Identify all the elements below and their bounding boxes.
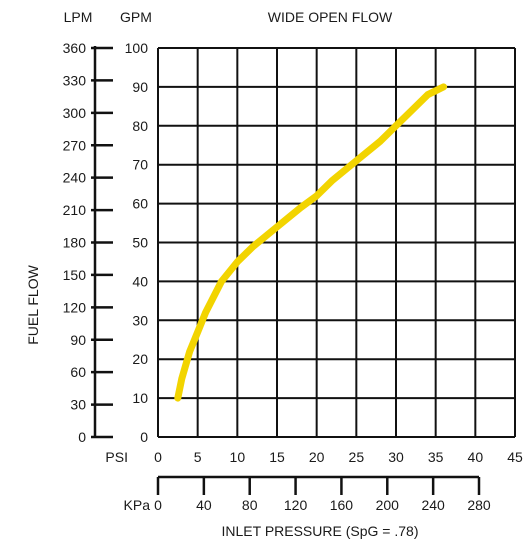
- lpm-tick-label: 300: [63, 105, 87, 121]
- lpm-tick-label: 210: [63, 202, 87, 218]
- gpm-tick-label: 0: [140, 429, 148, 445]
- kpa-tick-label: 160: [330, 497, 354, 513]
- fuel-flow-series-line: [174, 83, 448, 402]
- lpm-axis-label: LPM: [64, 9, 93, 25]
- kpa-tick-label: 0: [154, 497, 162, 513]
- kpa-tick-label: 200: [376, 497, 400, 513]
- kpa-tick-label: 280: [467, 497, 491, 513]
- gpm-tick-label: 90: [132, 79, 148, 95]
- lpm-tick-label: 30: [70, 397, 86, 413]
- gpm-tick-label: 30: [132, 312, 148, 328]
- gpm-tick-label: 50: [132, 235, 148, 251]
- lpm-tick-label: 330: [63, 72, 87, 88]
- gpm-tick-label: 10: [132, 390, 148, 406]
- kpa-axis-label: KPa: [124, 497, 151, 513]
- y-axis-title: FUEL FLOW: [25, 264, 41, 344]
- psi-tick-label: 15: [269, 449, 285, 465]
- psi-tick-label: 0: [154, 449, 162, 465]
- psi-tick-label: 5: [194, 449, 202, 465]
- psi-tick-label: 10: [230, 449, 246, 465]
- kpa-tick-label: 80: [242, 497, 258, 513]
- lpm-tick-label: 0: [78, 429, 86, 445]
- psi-tick-label: 25: [349, 449, 365, 465]
- psi-tick-label: 30: [388, 449, 404, 465]
- lpm-axis: 0 30 60 90 120 150 180 210 240 270 300 330 360: [63, 40, 113, 445]
- psi-tick-labels: 0 5 10 15 20 25 30 35 40 45: [154, 449, 523, 465]
- gpm-tick-labels: 0 10 20 30 40 50 60 70 80 90 100: [125, 40, 149, 445]
- lpm-tick-label: 270: [63, 137, 87, 153]
- gpm-tick-label: 60: [132, 196, 148, 212]
- grid: [157, 47, 516, 438]
- gpm-tick-label: 70: [132, 157, 148, 173]
- psi-tick-label: 20: [309, 449, 325, 465]
- psi-tick-label: 45: [507, 449, 523, 465]
- lpm-tick-label: 60: [70, 364, 86, 380]
- lpm-tick-label: 150: [63, 267, 87, 283]
- lpm-tick-label: 120: [63, 299, 87, 315]
- gpm-axis-label: GPM: [120, 9, 152, 25]
- lpm-tick-label: 360: [63, 40, 87, 56]
- lpm-tick-label: 180: [63, 235, 87, 251]
- kpa-tick-label: 40: [196, 497, 212, 513]
- series: [174, 83, 448, 402]
- kpa-tick-label: 240: [421, 497, 445, 513]
- psi-tick-label: 35: [428, 449, 444, 465]
- gpm-tick-label: 20: [132, 351, 148, 367]
- gpm-tick-label: 80: [132, 118, 148, 134]
- chart-title: WIDE OPEN FLOW: [268, 9, 393, 25]
- lpm-tick-label: 240: [63, 170, 87, 186]
- kpa-axis: 0 40 80 120 160 200 240 280: [154, 475, 491, 513]
- x-axis-title: INLET PRESSURE (SpG = .78): [222, 523, 419, 539]
- psi-axis-label: PSI: [105, 449, 128, 465]
- kpa-tick-label: 120: [284, 497, 308, 513]
- gpm-tick-label: 40: [132, 273, 148, 289]
- gpm-tick-label: 100: [125, 40, 149, 56]
- psi-tick-label: 40: [468, 449, 484, 465]
- lpm-tick-label: 90: [70, 332, 86, 348]
